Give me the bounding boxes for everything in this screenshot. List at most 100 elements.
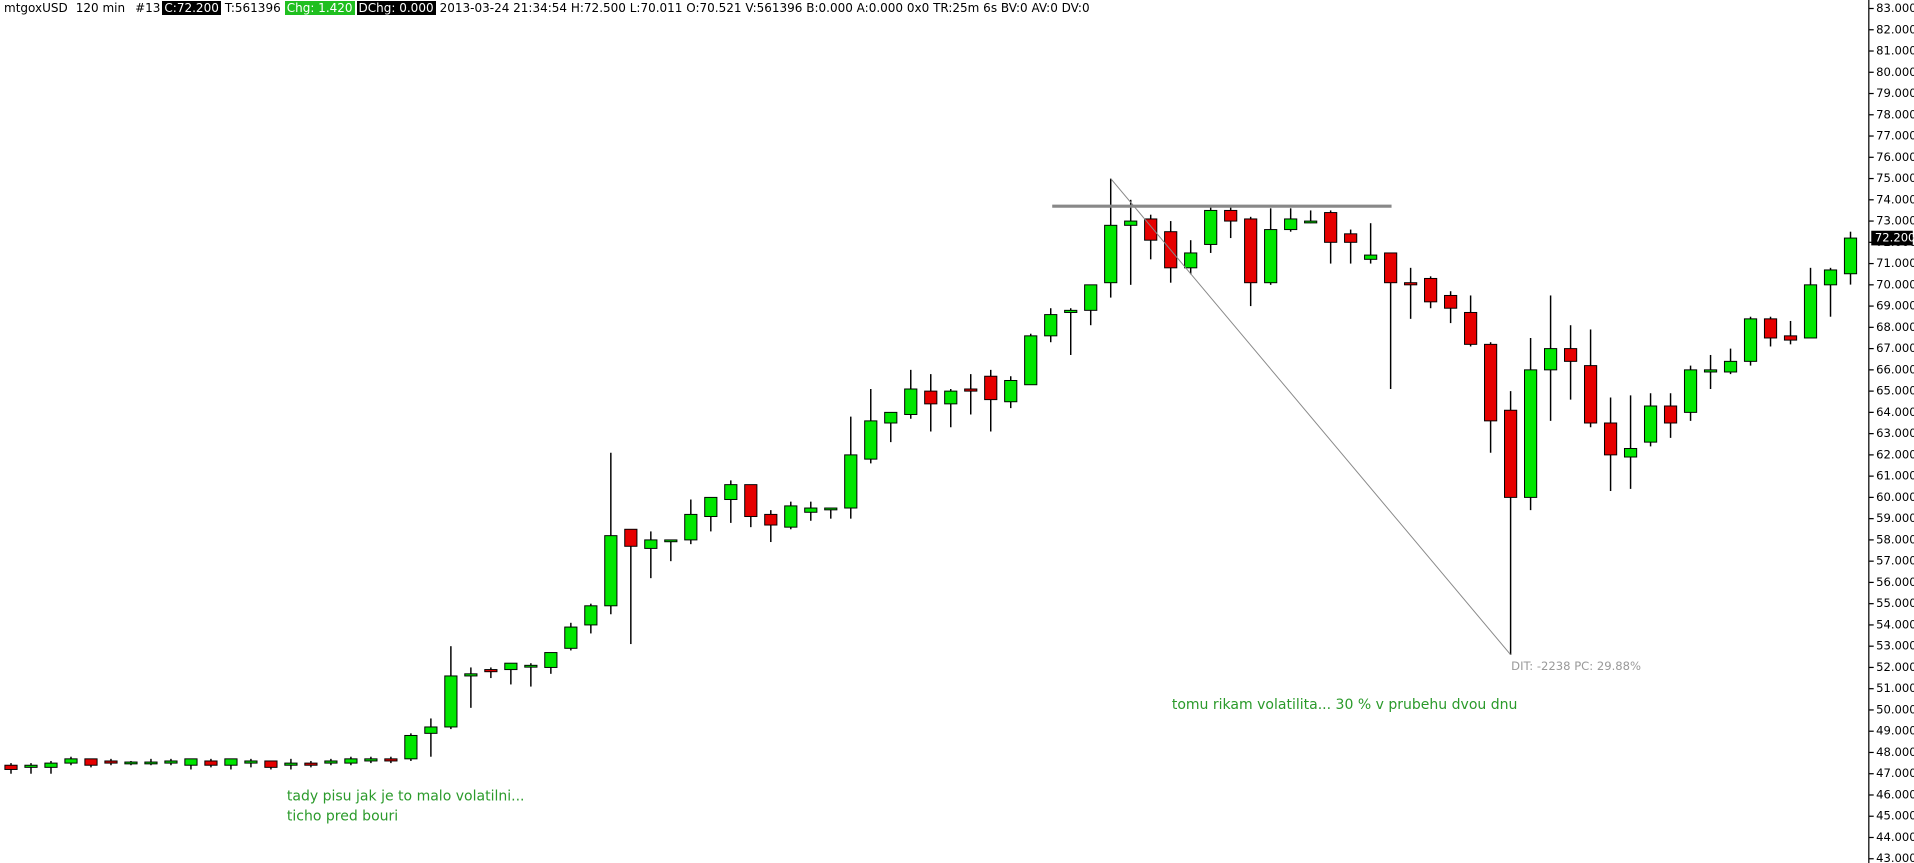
candle-body [1783, 335, 1798, 341]
candle-body [44, 762, 58, 768]
candle-body [404, 734, 418, 760]
candle-body [324, 760, 338, 764]
bar-info: 2013-03-24 21:34:54 H:72.500 L:70.011 O:… [439, 1, 1090, 15]
candle-body [904, 388, 918, 415]
annotation: ticho pred bouri [287, 808, 398, 824]
candle-body [1703, 369, 1718, 373]
candle-body [4, 764, 18, 770]
last-price-box [1871, 230, 1913, 246]
candle-body [504, 662, 518, 671]
y-tick-label: 48.000 [1876, 745, 1914, 759]
candle-body [1424, 277, 1438, 303]
header: mtgoxUSD 120 min #13 C:72.200 T:561396 Chg: 1… [2, 1, 1098, 15]
candle-body [1004, 379, 1018, 403]
candle-body [224, 758, 238, 766]
y-tick-label: 78.000 [1876, 107, 1914, 121]
candle-body [1404, 282, 1418, 286]
candle-body [1044, 314, 1058, 337]
candle-body [284, 762, 298, 766]
candle-body [944, 390, 958, 405]
candle-body [484, 669, 498, 673]
candle-body [864, 420, 878, 460]
candle-body [1284, 218, 1298, 231]
candle-body [684, 513, 698, 541]
y-tick-label: 54.000 [1876, 617, 1914, 631]
candle-body [624, 528, 638, 547]
y-tick-label: 53.000 [1876, 639, 1914, 653]
y-tick-label: 45.000 [1876, 809, 1914, 823]
candle-body [64, 758, 78, 764]
annotation: tomu rikam volatilita... 30 % v prubehu … [1172, 697, 1518, 713]
candle-body [964, 388, 978, 392]
candle-body [1843, 237, 1858, 275]
candle-body [1064, 309, 1078, 313]
y-tick-label: 43.000 [1876, 851, 1914, 863]
dchange-box: DChg: 0.000 [356, 1, 436, 15]
interval: 120 min [75, 1, 126, 15]
change-box: Chg: 1.420 [284, 1, 355, 15]
candle-body [564, 626, 578, 649]
annotation: tady pisu jak je to malo volatilni... [287, 789, 525, 805]
candle-body [1244, 218, 1258, 284]
candle-body [1763, 318, 1778, 339]
y-tick-label: 62.000 [1876, 447, 1914, 461]
y-tick-label: 51.000 [1876, 681, 1914, 695]
candle-body [1683, 369, 1698, 413]
candle-body [844, 454, 858, 509]
candle-body [744, 484, 758, 518]
y-tick-label: 63.000 [1876, 426, 1914, 440]
candle-body [584, 605, 598, 626]
y-tick-label: 75.000 [1876, 171, 1914, 185]
candle-body [1364, 254, 1378, 260]
y-tick-label: 81.000 [1876, 44, 1914, 58]
y-tick-label: 83.000 [1876, 1, 1914, 15]
candle-body [344, 758, 358, 764]
candle-body [924, 390, 938, 405]
candle-body [124, 761, 138, 765]
y-tick-label: 64.000 [1876, 405, 1914, 419]
candle-body [1723, 360, 1738, 373]
candle-body [1524, 369, 1538, 498]
y-tick-label: 66.000 [1876, 362, 1914, 376]
y-tick-label: 52.000 [1876, 660, 1914, 674]
y-tick-label: 50.000 [1876, 702, 1914, 716]
candle-body [644, 539, 658, 549]
y-tick-label: 82.000 [1876, 22, 1914, 36]
candle-body [1484, 343, 1498, 422]
candle-body [244, 760, 258, 764]
candle-body [984, 375, 998, 401]
y-tick-label: 80.000 [1876, 65, 1914, 79]
y-tick-label: 49.000 [1876, 724, 1914, 738]
candle-body [1184, 252, 1198, 269]
candle-body [364, 758, 378, 762]
candle-body [164, 760, 178, 764]
candle-body [204, 760, 218, 766]
candle-body [464, 673, 478, 677]
y-tick-label: 73.000 [1876, 214, 1914, 228]
candle-body [1304, 220, 1318, 224]
candle-body [604, 535, 618, 607]
y-tick-label: 58.000 [1876, 532, 1914, 546]
close-box: C:72.200 [162, 1, 221, 15]
candle-body [304, 762, 318, 766]
candle-body [824, 507, 838, 511]
candle-body [1583, 365, 1598, 424]
candle-body [144, 761, 158, 765]
chart-number: #13 [135, 1, 161, 15]
y-tick-label: 47.000 [1876, 766, 1914, 780]
candle-body [1344, 233, 1358, 243]
candle-body [1643, 405, 1658, 443]
symbol: mtgoxUSD [4, 1, 68, 15]
candle-body [544, 652, 558, 668]
candle-body [1324, 212, 1338, 243]
y-tick-label: 67.000 [1876, 341, 1914, 355]
y-tick-label: 56.000 [1876, 575, 1914, 589]
y-tick-label: 59.000 [1876, 511, 1914, 525]
candle-body [1384, 252, 1398, 284]
measure-label: DIT: -2238 PC: 29.88% [1511, 659, 1641, 673]
candle-body [104, 760, 118, 764]
y-tick-label: 60.000 [1876, 490, 1914, 504]
candle-body [264, 760, 278, 768]
candle-body [1024, 335, 1038, 386]
